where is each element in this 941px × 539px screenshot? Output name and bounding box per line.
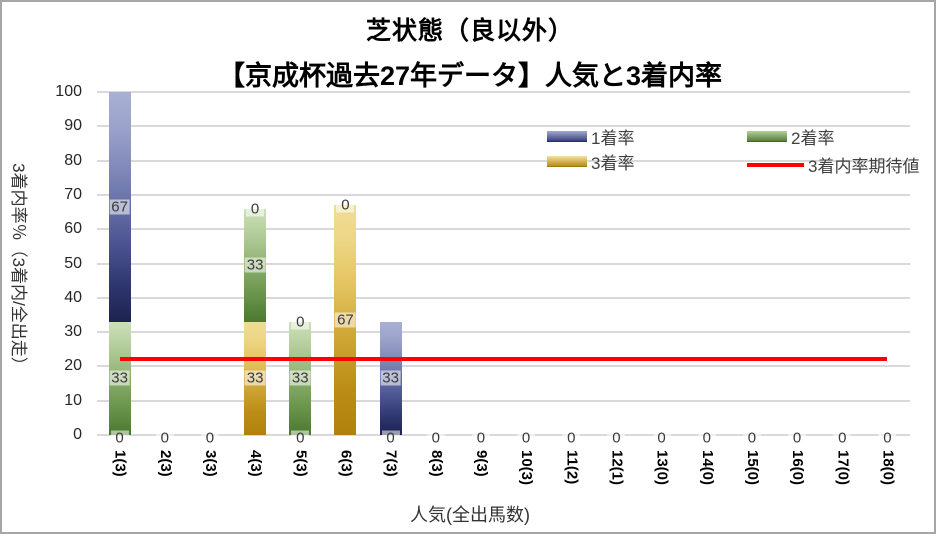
x-axis-tick-label: 5(3) [292,450,310,477]
legend-swatch-expectation-line [747,162,804,167]
bar-data-label: 0 [607,430,626,446]
bar-data-label: 0 [878,430,897,446]
gridline [97,296,910,299]
x-axis-tick-label: 15(0) [743,450,761,486]
legend-item-3rd-rate: 3着率 [547,149,634,174]
bar-data-label: 0 [155,430,174,446]
bar-data-label: 0 [336,197,355,213]
bar-data-label: 0 [833,430,852,446]
y-axis-tick-label: 90 [64,117,82,135]
legend-swatch-3rd-rate [547,156,587,167]
bar-data-label: 0 [426,430,445,446]
y-axis-tick-label: 0 [73,426,82,443]
y-axis-tick-label: 60 [64,220,82,238]
gridline [97,262,910,265]
bar-data-label: 0 [291,430,310,446]
y-axis-tick-label: 100 [55,83,82,100]
bar-data-label: 0 [200,430,219,446]
bar-data-label: 0 [652,430,671,446]
y-axis-tick-label: 10 [64,391,82,409]
bar-data-label: 0 [291,314,310,330]
y-axis-tick-label: 50 [64,254,82,272]
x-axis-tick-label: 8(3) [427,450,445,477]
bar-data-label: 0 [562,430,581,446]
legend-item-1st-rate: 1着率 [547,124,634,149]
x-axis-tick-label: 11(2) [563,450,581,485]
bar-data-label: 0 [110,430,129,446]
bar-data-label: 67 [335,311,356,329]
gridline [97,434,910,436]
bar-data-label: 0 [788,430,807,446]
bar-data-label: 0 [742,430,761,446]
legend-swatch-1st-rate [547,131,587,142]
bar-data-label: 67 [109,198,130,216]
y-axis-tick-label: 80 [64,151,82,169]
bar-data-label: 33 [109,369,130,387]
x-axis-tick-label: 12(1) [608,450,626,486]
gridline [97,365,910,368]
bar-data-label: 0 [246,201,265,217]
bar-data-label: 0 [517,430,536,446]
x-axis-tick-label: 17(0) [834,450,852,486]
bar-data-label: 33 [244,369,266,387]
legend-label: 3着率 [591,154,635,173]
gridline [97,91,910,93]
gridline [97,159,910,162]
x-axis-tick-label: 6(3) [337,450,355,477]
y-axis-title: 3着内率％（3着内/全出走） [8,163,28,374]
gridline [97,228,910,231]
y-axis-tick-label: 30 [64,323,82,341]
y-axis-tick-label: 40 [64,288,82,306]
gridline [97,125,910,128]
gridline [97,399,910,402]
legend-item-2nd-rate: 2着率 [747,124,834,149]
x-axis-tick-label: 16(0) [789,450,807,486]
x-axis-tick-label: 3(3) [201,450,219,477]
y-axis-tick-label: 70 [64,185,82,203]
legend-item-expectation-line: 3着内率期待値 [747,152,919,177]
legend-swatch-2nd-rate [747,131,787,142]
x-axis-tick-label: 13(0) [653,450,671,486]
chart-title: 芝状態（良以外） [365,17,574,45]
x-axis-title: 人気(全出馬数) [410,505,530,525]
bar-data-label: 0 [471,430,490,446]
legend-label: 2着率 [791,129,835,148]
bar-data-label: 0 [381,430,400,446]
x-axis-tick-label: 2(3) [156,450,174,477]
gridline [97,193,910,196]
legend-label: 3着内率期待値 [808,157,920,176]
bar-data-label: 33 [244,256,266,274]
chart-subtitle: 【京成杯過去27年データ】人気と3着内率 [217,61,723,91]
x-axis-tick-label: 7(3) [382,450,400,477]
x-axis-tick-label: 9(3) [472,450,490,477]
y-axis-tick-label: 20 [64,357,82,375]
bar-data-label: 33 [380,369,401,387]
x-axis-tick-label: 1(3) [111,450,129,477]
legend-label: 1着率 [591,129,635,148]
x-axis-tick-label: 4(3) [247,450,265,477]
x-axis-tick-label: 10(3) [518,450,536,486]
bar-data-label: 0 [697,430,716,446]
bar-data-label: 33 [289,369,311,387]
gridline [97,331,910,334]
x-axis-tick-label: 18(0) [879,450,897,486]
expectation-line [119,356,888,361]
x-axis-tick-label: 14(0) [698,450,716,486]
